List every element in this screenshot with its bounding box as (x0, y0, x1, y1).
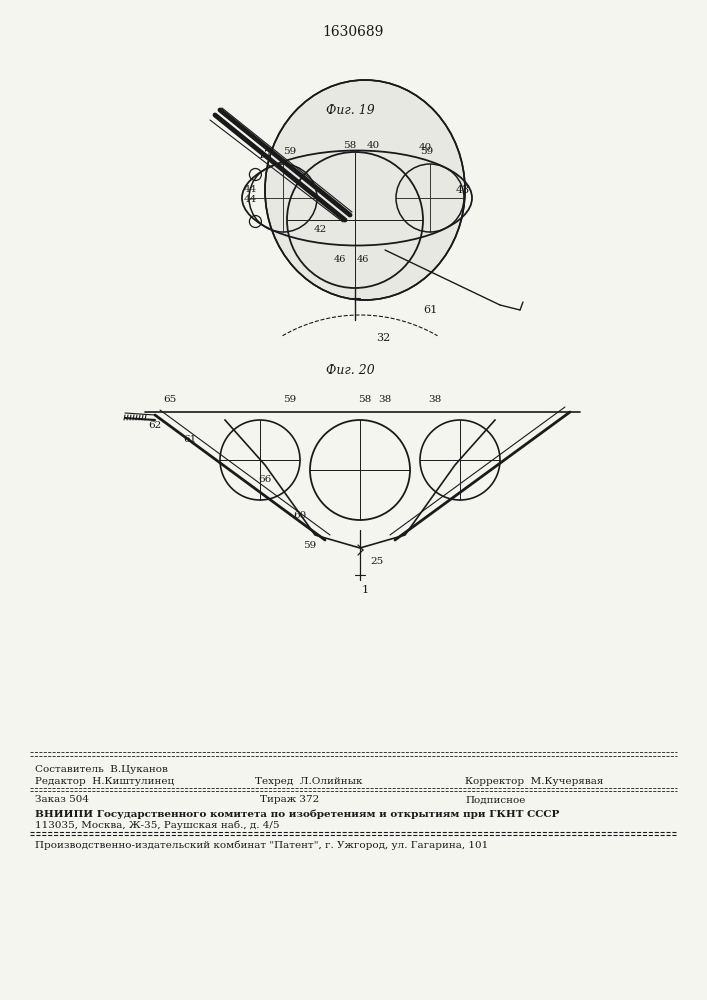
Text: 43: 43 (456, 185, 470, 195)
Text: 32: 32 (376, 333, 390, 343)
Text: Техред  Л.Олийнык: Техред Л.Олийнык (255, 778, 363, 786)
Text: 66: 66 (258, 476, 271, 485)
Text: 40: 40 (366, 140, 380, 149)
Text: Фиг. 19: Фиг. 19 (326, 104, 375, 116)
Text: 61: 61 (183, 436, 197, 444)
Text: 1: 1 (361, 585, 368, 595)
Text: Производственно-издательский комбинат "Патент", г. Ужгород, ул. Гагарина, 101: Производственно-издательский комбинат "П… (35, 840, 489, 850)
Text: Корректор  М.Кучерявая: Корректор М.Кучерявая (465, 778, 603, 786)
Text: 61: 61 (423, 305, 437, 315)
Text: 40: 40 (419, 143, 432, 152)
Text: 44: 44 (243, 186, 257, 194)
Text: Фиг. 20: Фиг. 20 (326, 363, 375, 376)
Text: 46: 46 (334, 255, 346, 264)
Text: 44: 44 (243, 196, 257, 205)
Ellipse shape (265, 80, 465, 300)
Text: 59: 59 (284, 395, 297, 404)
Text: 59: 59 (303, 540, 317, 550)
Text: 1630689: 1630689 (322, 25, 384, 39)
Text: 60: 60 (293, 510, 307, 520)
Text: Редактор  Н.Киштулинец: Редактор Н.Киштулинец (35, 778, 174, 786)
Text: 46: 46 (357, 255, 369, 264)
Text: 38: 38 (378, 395, 392, 404)
Text: 42: 42 (313, 226, 327, 234)
Text: 65: 65 (163, 395, 177, 404)
Text: 62: 62 (148, 420, 162, 430)
Text: 113035, Москва, Ж-35, Раушская наб., д. 4/5: 113035, Москва, Ж-35, Раушская наб., д. … (35, 820, 279, 830)
Text: Заказ 504: Заказ 504 (35, 796, 89, 804)
Text: 58: 58 (344, 140, 356, 149)
Text: 59: 59 (421, 147, 433, 156)
Text: Подписное: Подписное (465, 796, 525, 804)
Text: ВНИИПИ Государственного комитета по изобретениям и открытиям при ГКНТ СССР: ВНИИПИ Государственного комитета по изоб… (35, 809, 559, 819)
Text: Тираж 372: Тираж 372 (260, 796, 320, 804)
Text: 25: 25 (370, 558, 384, 566)
Text: 59: 59 (284, 147, 297, 156)
Text: 17: 17 (258, 150, 272, 160)
Text: 58: 58 (358, 395, 372, 404)
Text: 38: 38 (428, 395, 442, 404)
Text: Составитель  В.Цуканов: Составитель В.Цуканов (35, 766, 168, 774)
